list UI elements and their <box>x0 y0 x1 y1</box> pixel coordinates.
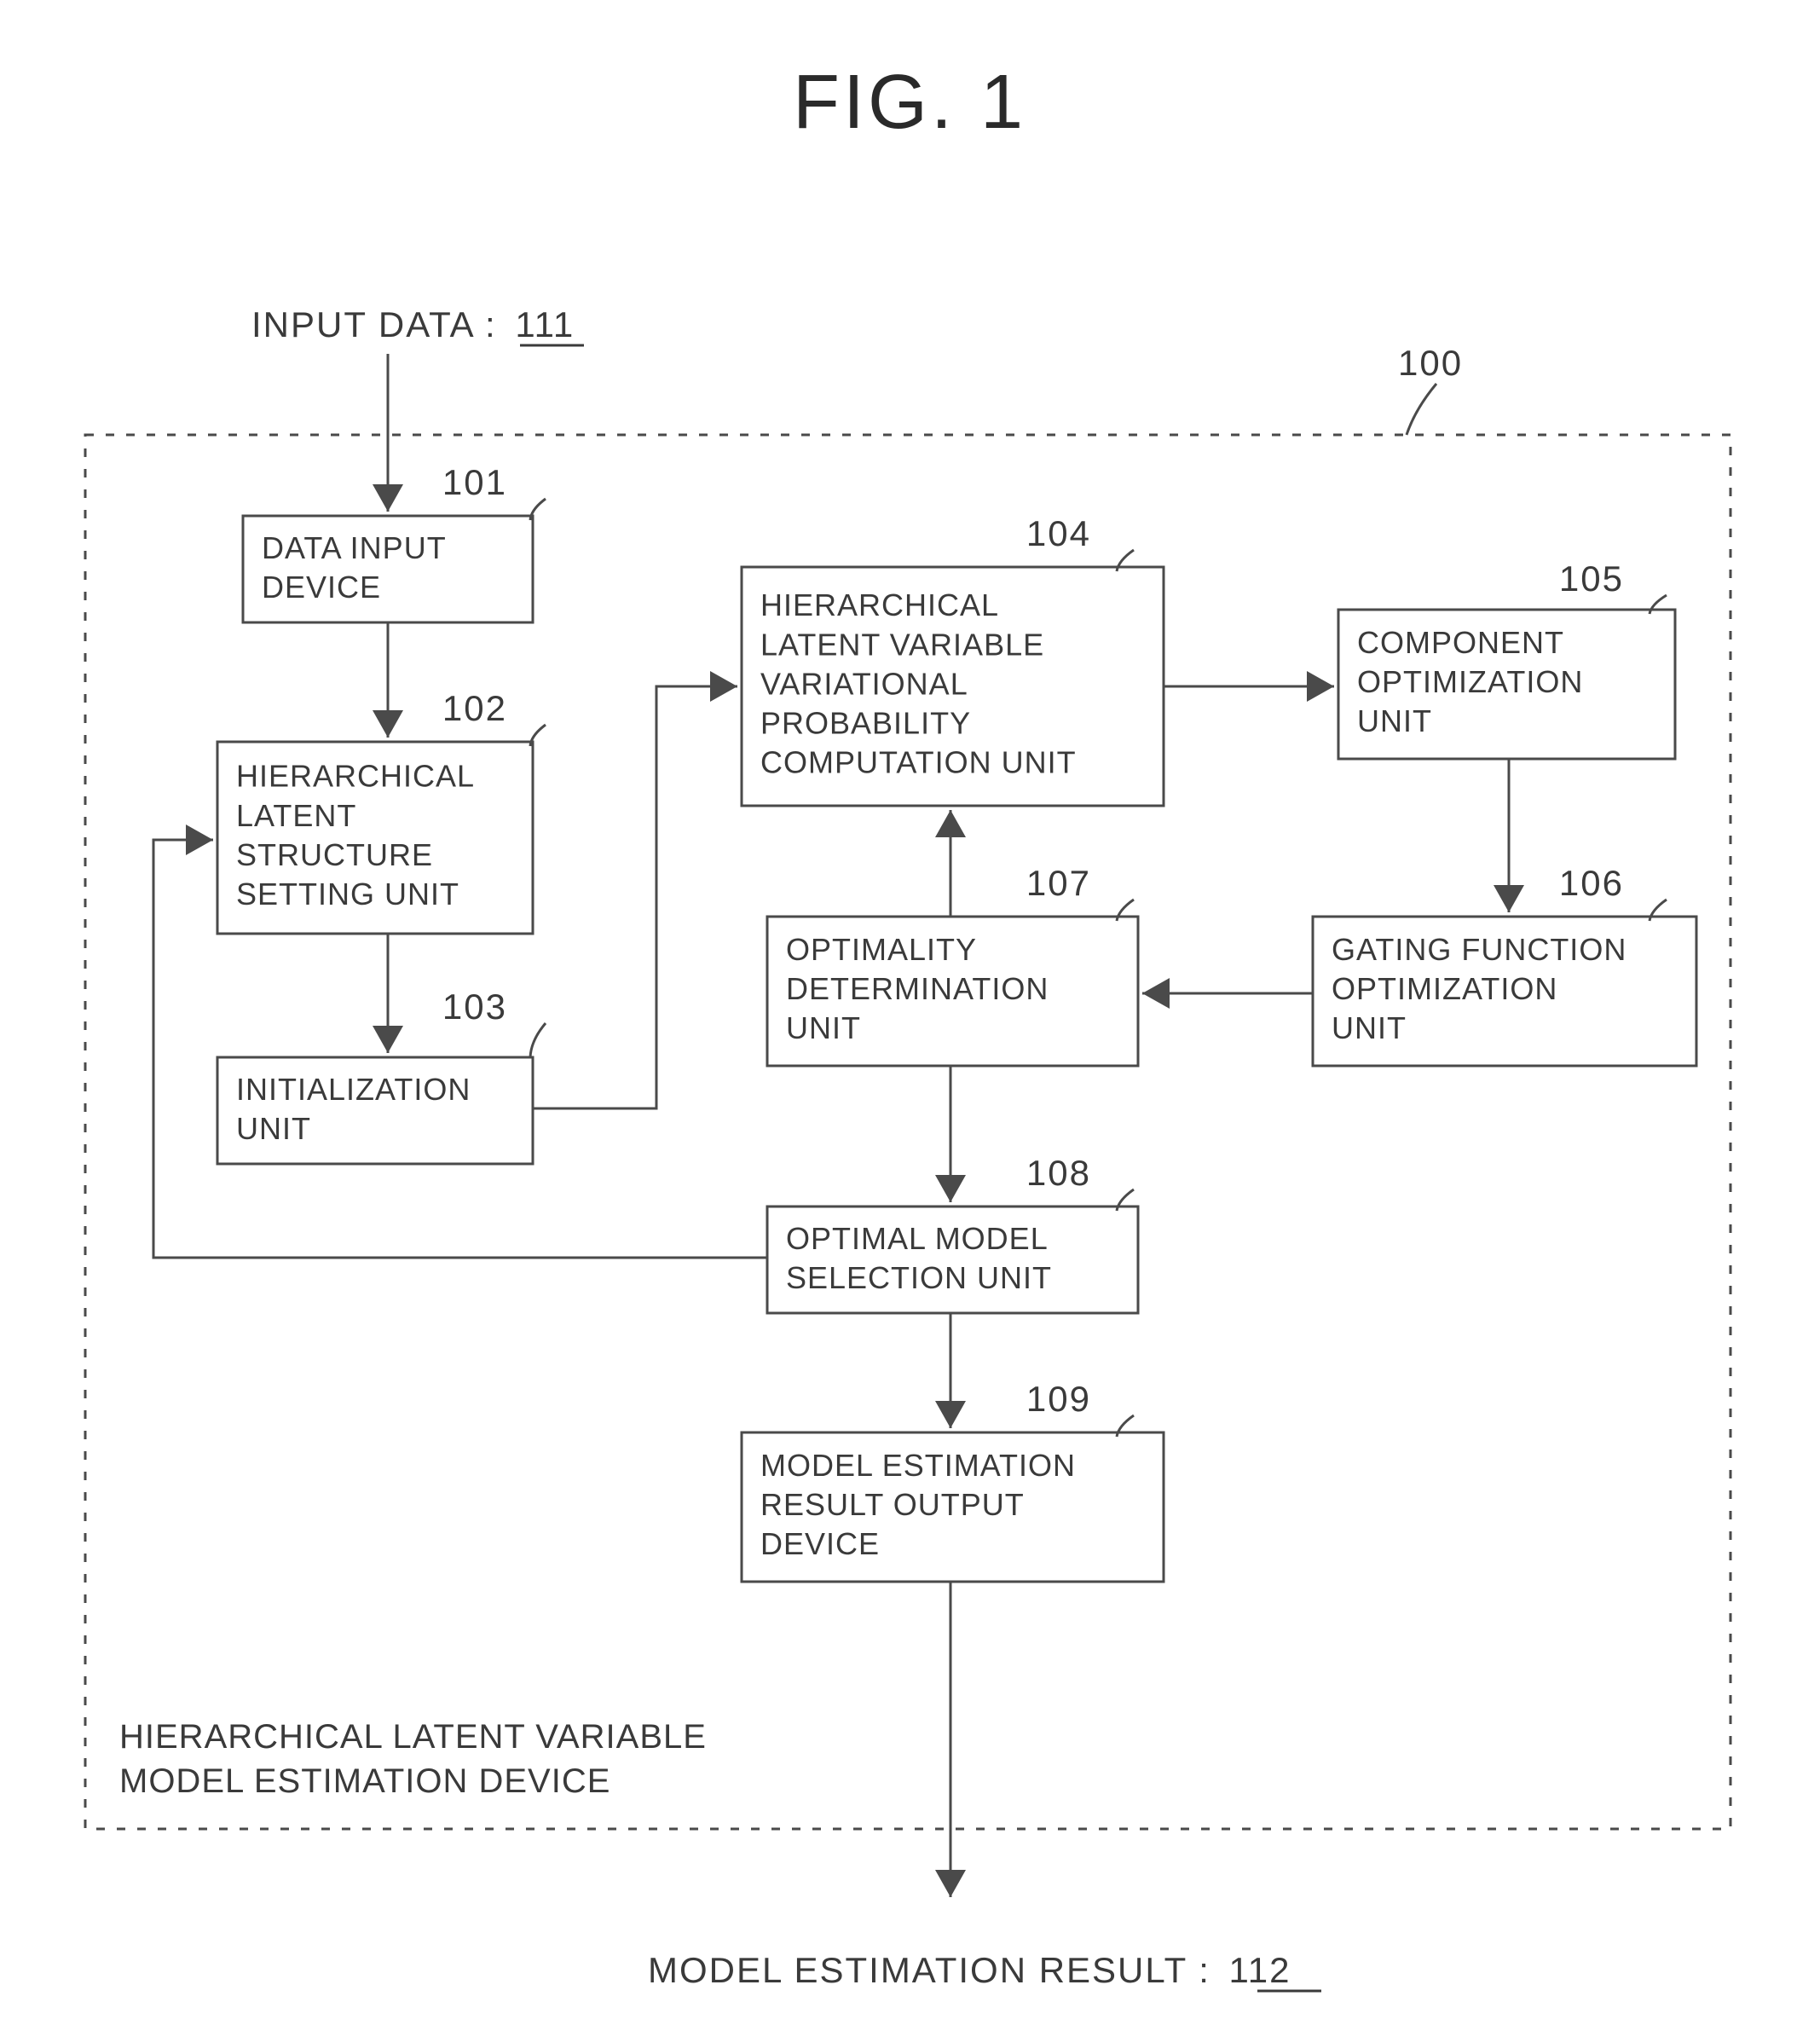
node-103-line1: UNIT <box>236 1111 311 1146</box>
edge-107-to-108 <box>935 1066 966 1202</box>
node-104-line0: HIERARCHICAL <box>760 587 999 622</box>
input-label: INPUT DATA : 111 <box>251 304 584 345</box>
edge-107-to-104 <box>935 810 966 917</box>
output-label-text: MODEL ESTIMATION RESULT : <box>648 1950 1210 1990</box>
edge-106-to-107 <box>1142 978 1313 1009</box>
node-105-line2: UNIT <box>1357 703 1432 738</box>
svg-text:MODEL ESTIMATION RESULT :: MODEL ESTIMATION RESULT : 112 <box>648 1950 1291 1990</box>
node-109-line0: MODEL ESTIMATION <box>760 1448 1076 1483</box>
node-109-line2: DEVICE <box>760 1526 880 1561</box>
node-101-ref: 101 <box>442 462 507 502</box>
container-ref: 100 <box>1398 343 1463 383</box>
edge-109-to-output-arrowhead <box>935 1870 966 1897</box>
node-107-line1: DETERMINATION <box>786 971 1049 1006</box>
node-102-line3: SETTING UNIT <box>236 877 459 911</box>
edge-102-to-103 <box>373 934 403 1053</box>
node-109-ref: 109 <box>1026 1379 1091 1419</box>
node-106-line2: UNIT <box>1332 1010 1407 1045</box>
node-102-line0: HIERARCHICAL <box>236 759 475 794</box>
edge-input-to-101 <box>373 354 403 512</box>
container-label-line2: MODEL ESTIMATION DEVICE <box>119 1762 610 1800</box>
edge-106-to-107-arrowhead <box>1142 978 1170 1009</box>
node-106-line0: GATING FUNCTION <box>1332 932 1626 967</box>
node-105-line1: OPTIMIZATION <box>1357 664 1583 699</box>
node-109-line1: RESULT OUTPUT <box>760 1487 1025 1522</box>
node-103-ref-curve <box>530 1023 546 1057</box>
node-104-ref: 104 <box>1026 513 1091 553</box>
output-ref: 112 <box>1229 1950 1291 1990</box>
edge-102-to-103-arrowhead <box>373 1026 403 1053</box>
node-105-ref: 105 <box>1559 558 1624 599</box>
svg-text:INPUT DATA : 111: INPUT DATA : 111 <box>251 304 575 344</box>
node-107: OPTIMALITY DETERMINATION UNIT 107 <box>767 863 1138 1066</box>
node-104-line4: COMPUTATION UNIT <box>760 745 1077 780</box>
node-103-line0: INITIALIZATION <box>236 1072 471 1107</box>
node-103-ref: 103 <box>442 987 507 1027</box>
node-103: INITIALIZATION UNIT 103 <box>217 987 546 1164</box>
flowchart-diagram: FIG. 1 INPUT DATA : 111 100 HIERARCHICAL… <box>0 0 1820 2031</box>
node-104-line2: VARIATIONAL <box>760 666 968 701</box>
node-101-line1: DEVICE <box>262 570 381 605</box>
node-107-line0: OPTIMALITY <box>786 932 977 967</box>
edge-109-to-output <box>935 1582 966 1897</box>
node-101-line0: DATA INPUT <box>262 530 447 565</box>
node-105: COMPONENT OPTIMIZATION UNIT 105 <box>1338 558 1675 759</box>
node-102-line1: LATENT <box>236 798 356 833</box>
node-108-line0: OPTIMAL MODEL <box>786 1221 1049 1256</box>
edge-input-to-101-arrowhead <box>373 484 403 512</box>
node-104-line1: LATENT VARIABLE <box>760 627 1044 662</box>
edge-101-to-102-arrowhead <box>373 710 403 738</box>
input-label-text: INPUT DATA : <box>251 304 497 344</box>
edge-107-to-104-arrowhead <box>935 810 966 837</box>
container-label-line1: HIERARCHICAL LATENT VARIABLE <box>119 1718 707 1756</box>
edge-104-to-105-arrowhead <box>1307 671 1334 702</box>
edge-104-to-105 <box>1164 671 1334 702</box>
node-104: HIERARCHICAL LATENT VARIABLE VARIATIONAL PR… <box>742 513 1164 806</box>
node-104-line3: PROBABILITY <box>760 705 971 740</box>
edge-105-to-106-arrowhead <box>1494 885 1524 912</box>
edge-108-to-109-arrowhead <box>935 1401 966 1428</box>
edge-103-to-104-line <box>533 686 737 1108</box>
edge-108-to-109 <box>935 1313 966 1428</box>
container-ref-curve <box>1407 384 1436 435</box>
edge-108-to-102-arrowhead <box>186 825 213 855</box>
node-105-ref-curve <box>1650 595 1667 614</box>
edge-103-to-104 <box>533 671 737 1108</box>
output-label: MODEL ESTIMATION RESULT : 112 <box>648 1950 1321 1991</box>
node-107-line2: UNIT <box>786 1010 861 1045</box>
node-108-ref: 108 <box>1026 1153 1091 1193</box>
node-107-ref: 107 <box>1026 863 1091 903</box>
node-106-ref: 106 <box>1559 863 1624 903</box>
edge-107-to-108-arrowhead <box>935 1175 966 1202</box>
input-ref: 111 <box>515 304 575 344</box>
node-102-line2: STRUCTURE <box>236 837 433 872</box>
figure-title: FIG. 1 <box>793 60 1026 145</box>
node-105-line0: COMPONENT <box>1357 625 1564 660</box>
edge-105-to-106 <box>1494 759 1524 912</box>
node-102-ref: 102 <box>442 688 507 728</box>
node-108-line1: SELECTION UNIT <box>786 1260 1052 1295</box>
container-ref-callout: 100 <box>1398 343 1463 435</box>
node-106-line1: OPTIMIZATION <box>1332 971 1557 1006</box>
edge-101-to-102 <box>373 622 403 738</box>
edge-103-to-104-arrowhead <box>710 671 737 702</box>
